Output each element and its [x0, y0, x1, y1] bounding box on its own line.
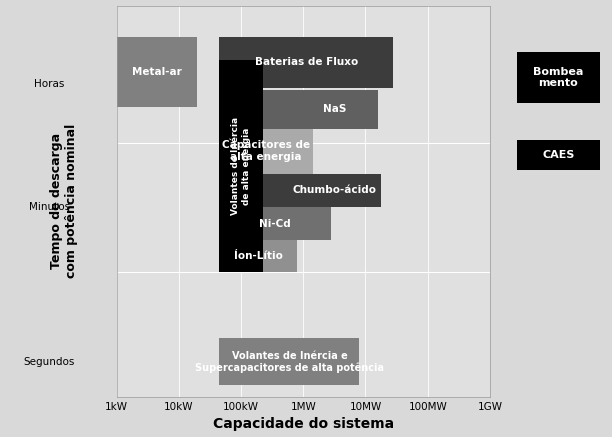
Text: Volantes de Inércia e
Supercapacitores de alta potência: Volantes de Inércia e Supercapacitores d…	[195, 351, 384, 373]
Text: Bombea
mento: Bombea mento	[533, 67, 584, 88]
Bar	[219, 338, 359, 385]
Text: Capacitores de
alta energia: Capacitores de alta energia	[222, 140, 310, 162]
Text: Ni-Cd: Ni-Cd	[259, 218, 291, 229]
Bar	[117, 37, 198, 108]
X-axis label: Capacidade do sistema: Capacidade do sistema	[213, 417, 394, 431]
Bar	[219, 37, 394, 88]
Text: Metal-ar: Metal-ar	[132, 67, 182, 77]
Text: Volantes de Inércia
de alta energia: Volantes de Inércia de alta energia	[231, 117, 251, 215]
Text: NaS: NaS	[323, 104, 346, 114]
Bar	[219, 129, 313, 174]
Y-axis label: Tempo de descarga
com potência nominal: Tempo de descarga com potência nominal	[50, 124, 78, 278]
Bar	[219, 240, 297, 272]
Text: Horas: Horas	[34, 79, 65, 89]
Text: Segundos: Segundos	[24, 357, 75, 367]
Bar	[219, 174, 381, 207]
Text: Íon-Lítio: Íon-Lítio	[234, 251, 283, 261]
Bar	[219, 90, 378, 129]
Text: CAES: CAES	[542, 150, 575, 160]
Text: Chumbo-ácido: Chumbo-ácido	[293, 185, 376, 195]
Text: Minutos: Minutos	[29, 202, 70, 212]
Bar	[219, 207, 331, 240]
Text: Baterias de Fluxo: Baterias de Fluxo	[255, 57, 358, 67]
Bar	[219, 60, 263, 272]
